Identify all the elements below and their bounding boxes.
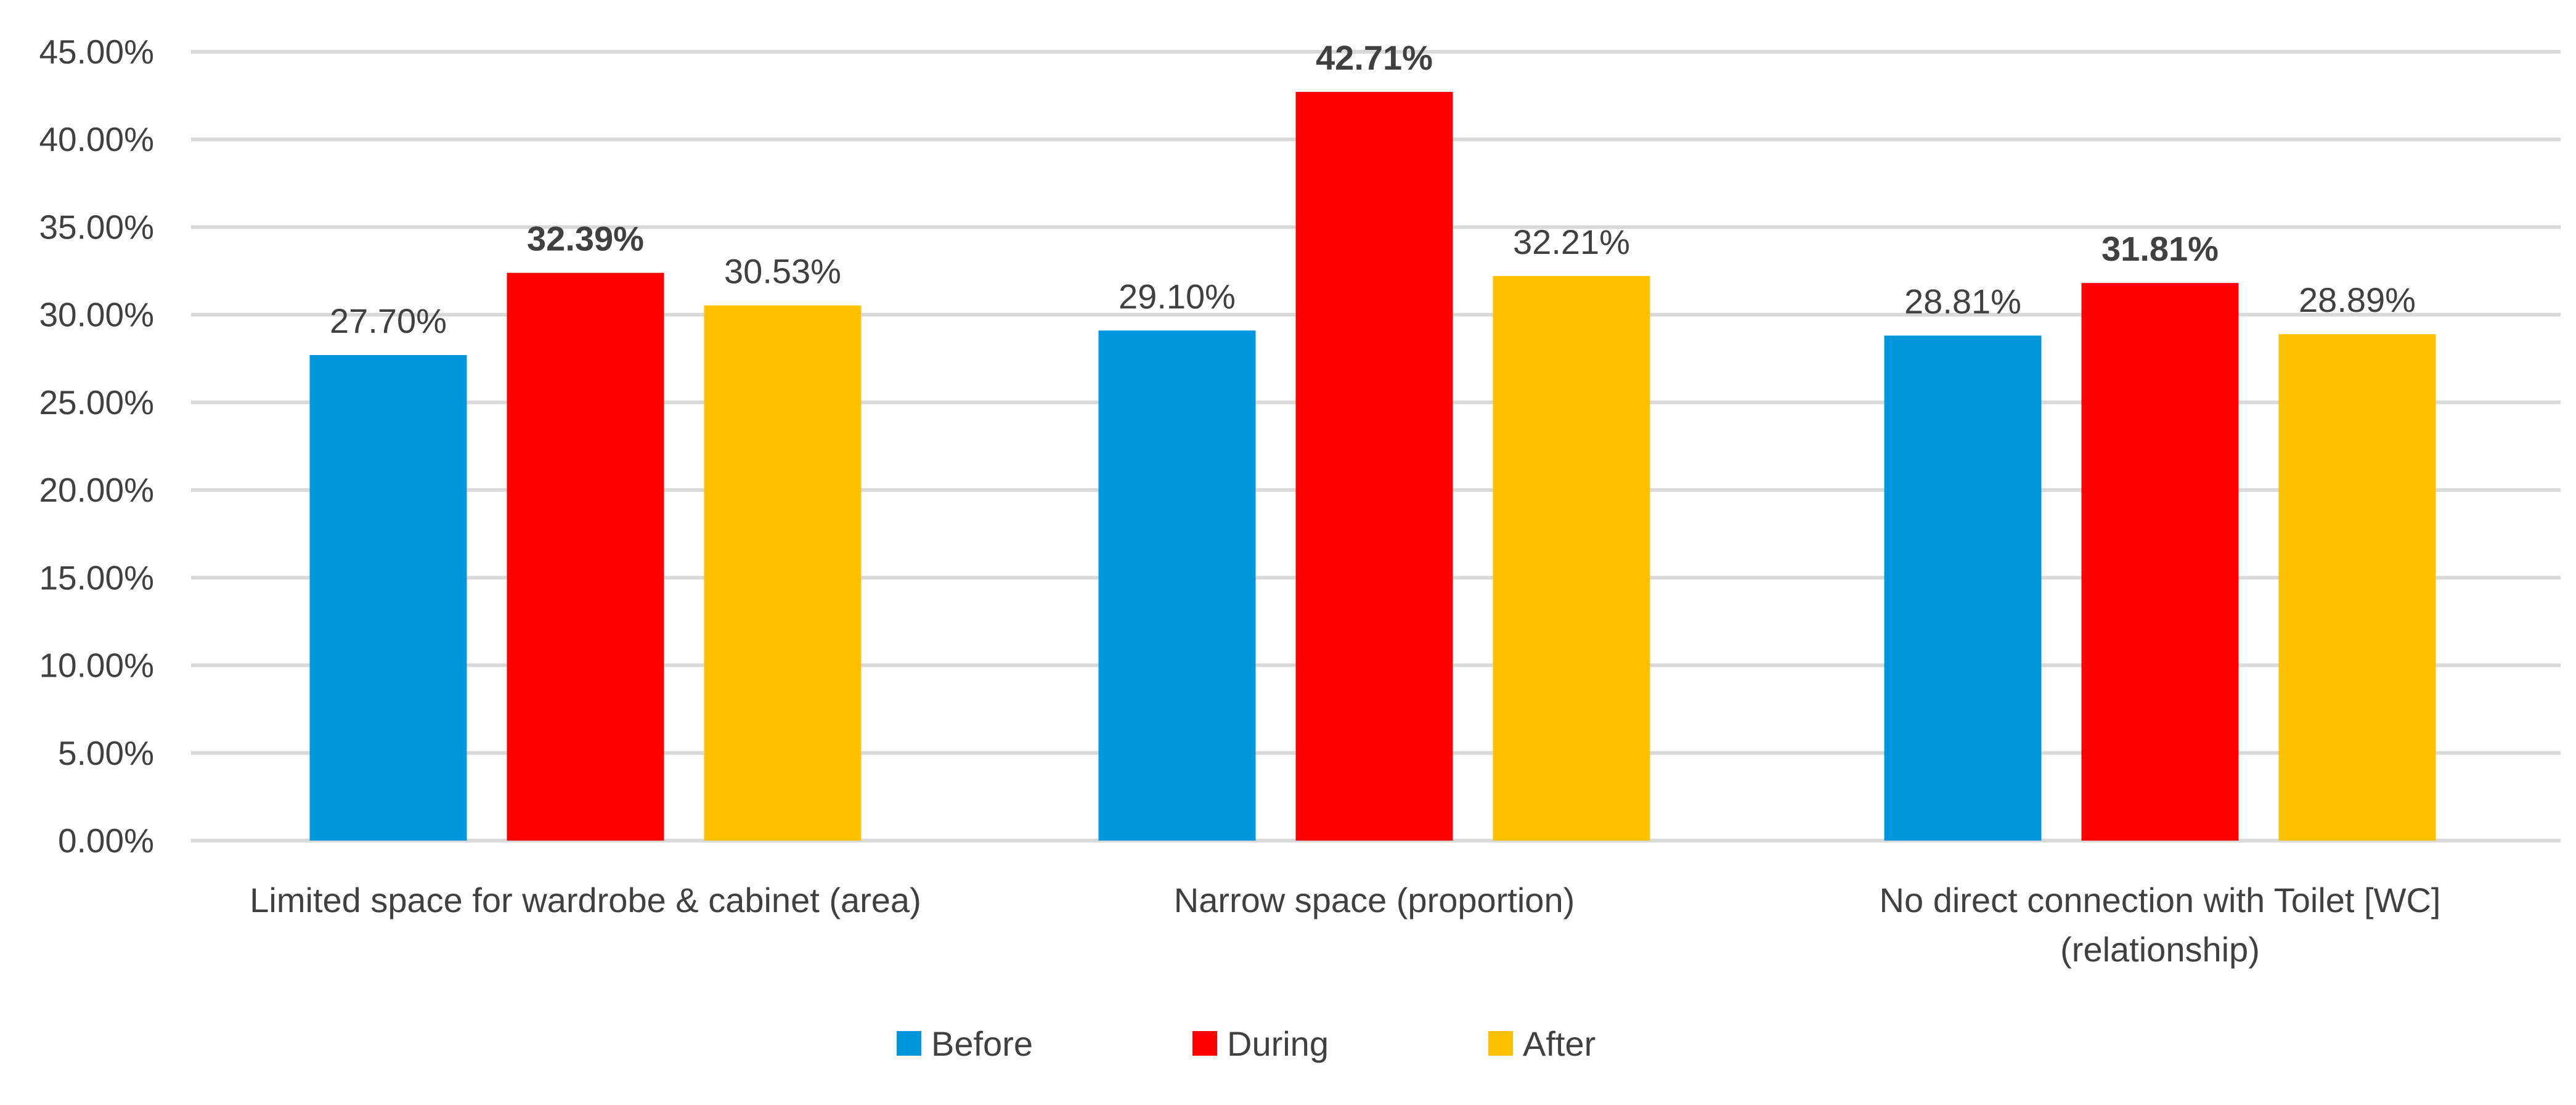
legend-label: After (1523, 1024, 1596, 1063)
legend-item-after: After (1488, 1024, 1596, 1063)
bar-after-0 (704, 305, 862, 841)
data-label: 28.89% (2299, 280, 2416, 319)
bar-during-2 (2081, 283, 2239, 841)
bar-after-1 (1493, 275, 1650, 841)
data-label: 42.71% (1316, 38, 1433, 77)
data-label: 29.10% (1119, 277, 1236, 316)
y-axis-tick-labels: 0.00% 5.00% 10.00% 15.00% 20.00% 25.00% 30.00%… (39, 33, 154, 860)
category-label: No direct connection with Toilet [WC] (1880, 881, 2441, 919)
y-tick-label: 30.00% (39, 296, 154, 334)
bar-after-2 (2278, 334, 2436, 841)
bars (309, 92, 2436, 841)
data-label: 32.39% (527, 219, 644, 258)
legend-item-before: Before (897, 1024, 1033, 1063)
y-tick-label: 5.00% (58, 734, 154, 772)
category-label: Narrow space (proportion) (1174, 881, 1575, 919)
legend-swatch (897, 1031, 921, 1056)
y-tick-label: 15.00% (39, 558, 154, 597)
legend-label: During (1227, 1024, 1329, 1063)
data-label: 31.81% (2101, 229, 2219, 268)
bar-before-2 (1884, 335, 2042, 841)
y-tick-label: 35.00% (39, 208, 154, 246)
y-tick-label: 0.00% (58, 822, 154, 860)
category-labels: Limited space for wardrobe & cabinet (ar… (250, 881, 2440, 969)
bar-during-1 (1295, 92, 1453, 841)
bar-before-1 (1098, 330, 1256, 841)
category-label: (relationship) (2060, 930, 2260, 969)
category-label: Limited space for wardrobe & cabinet (ar… (250, 881, 921, 919)
data-label: 27.70% (330, 301, 447, 340)
data-label: 28.81% (1904, 282, 2021, 321)
data-label: 32.21% (1513, 222, 1630, 261)
bar-during-0 (507, 272, 664, 841)
legend-label: Before (931, 1024, 1033, 1063)
legend: Before During After (897, 1024, 1596, 1063)
legend-item-during: During (1192, 1024, 1329, 1063)
data-labels: 27.70% 29.10% 28.81% 32.39% 42.71% 31.81% 30.5… (330, 38, 2416, 340)
y-tick-label: 25.00% (39, 383, 154, 422)
y-tick-label: 20.00% (39, 471, 154, 509)
y-tick-label: 45.00% (39, 33, 154, 71)
data-label: 30.53% (724, 252, 841, 291)
legend-swatch (1192, 1031, 1217, 1056)
bar-before-0 (309, 355, 467, 841)
y-tick-label: 10.00% (39, 646, 154, 685)
y-tick-label: 40.00% (39, 120, 154, 158)
legend-swatch (1488, 1031, 1513, 1056)
